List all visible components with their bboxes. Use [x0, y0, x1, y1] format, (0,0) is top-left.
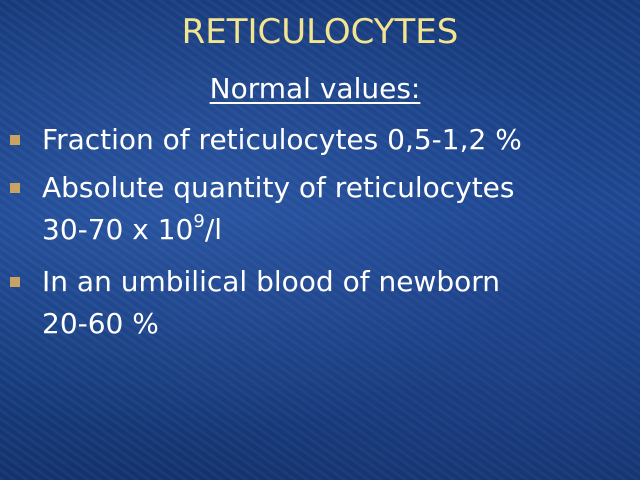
- bullet-text: 20-60 %: [42, 307, 159, 340]
- bullet-text: /l: [204, 213, 223, 246]
- bullet-text: Absolute quantity of reticulocytes: [42, 171, 515, 204]
- bullet-text: 30-70 x 10: [42, 213, 194, 246]
- bullet-text: In an umbilical blood of newborn: [42, 265, 500, 298]
- subtitle: Normal values:: [209, 72, 421, 105]
- bullet-marker: [10, 135, 20, 145]
- bullet-marker: [10, 183, 20, 193]
- title: RETICULOCYTES: [181, 12, 459, 52]
- bullet: Fraction of reticulocytes 0,5-1,2 %: [10, 119, 522, 161]
- bullet: In an umbilical blood of newborn 20-60 %: [10, 261, 500, 345]
- bullet: Absolute quantity of reticulocytes 30-70…: [10, 167, 515, 251]
- bullet-marker: [10, 277, 20, 287]
- bullet-text: Fraction of reticulocytes 0,5-1,2 %: [42, 123, 522, 156]
- superscript: 9: [193, 211, 205, 232]
